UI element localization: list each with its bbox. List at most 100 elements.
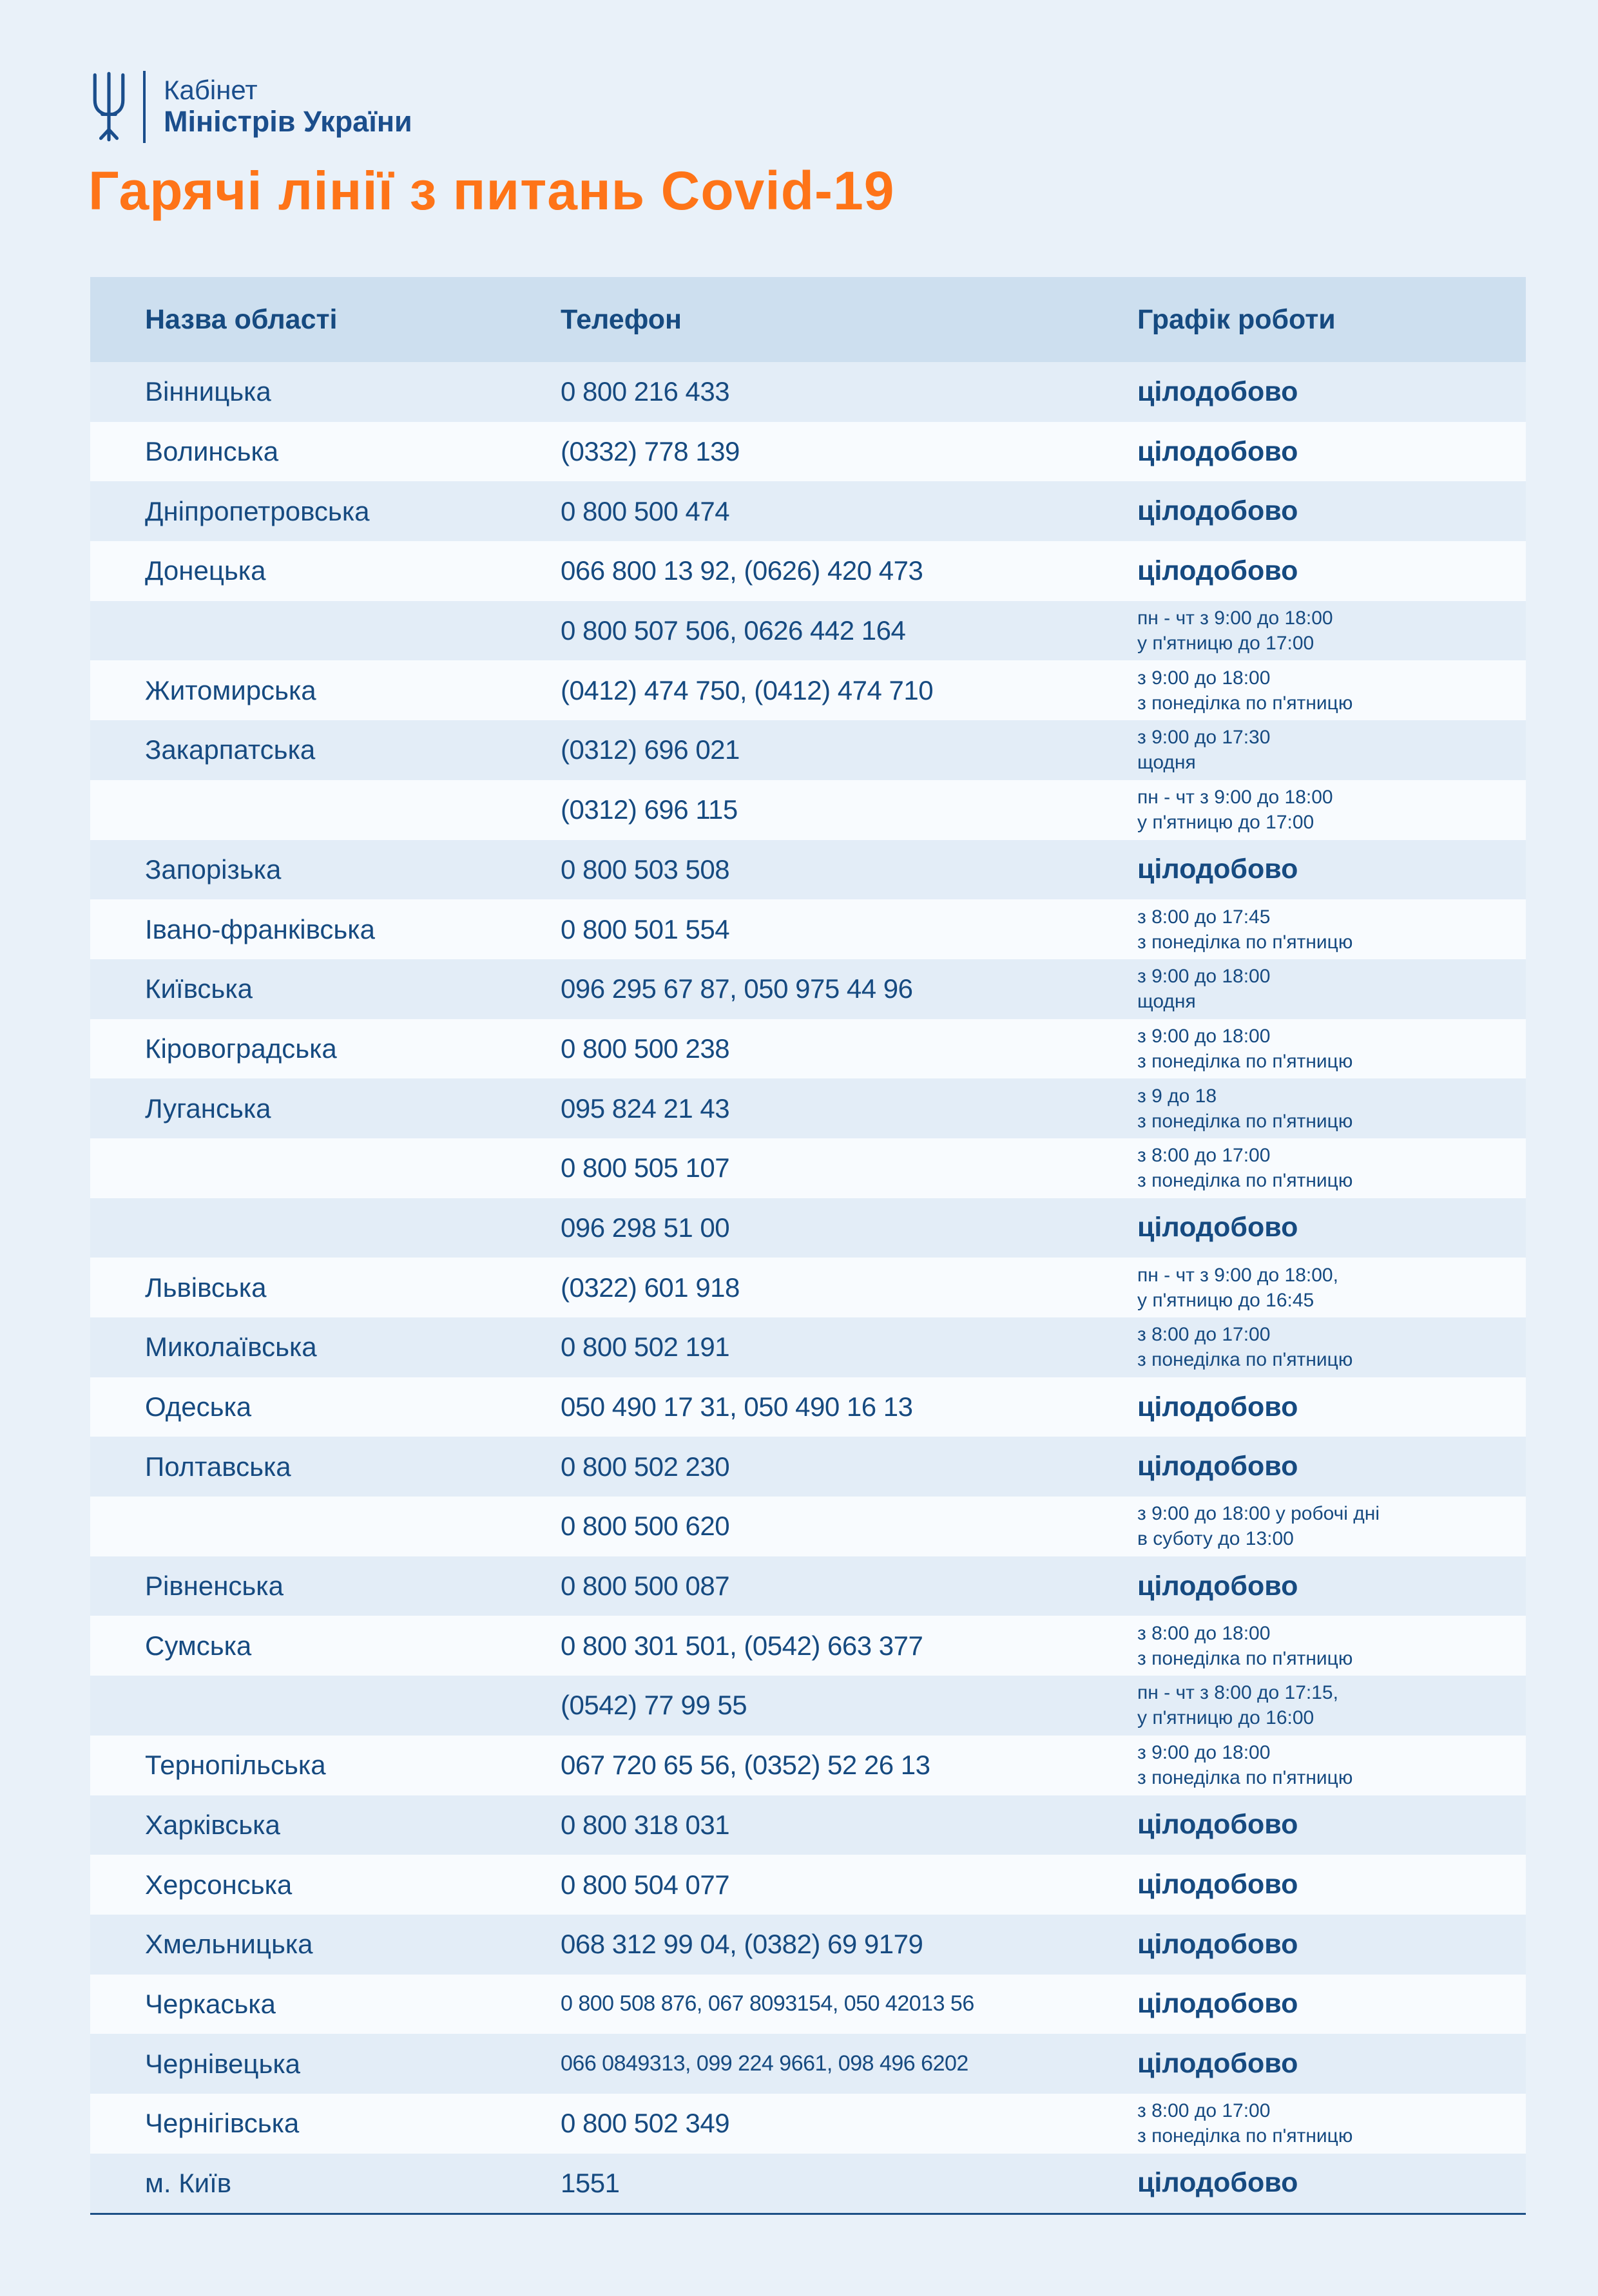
work-schedule-line: у п'ятницю до 16:00 [1137, 1707, 1314, 1729]
table-row: 0 800 507 506, 0626 442 164 пн - чт з 9:0… [90, 600, 1526, 661]
work-schedule: цілодобово [1137, 854, 1526, 885]
work-schedule-line: з понеділка по п'ятницю [1137, 1767, 1353, 1789]
work-schedule: цілодобово [1137, 1451, 1526, 1482]
phone-number: 0 800 508 876, 067 8093154, 050 42013 56 [561, 1991, 974, 2016]
phone-number: 096 295 67 87, 050 975 44 96 [561, 973, 913, 1004]
table-row: Житомирська (0412) 474 750, (0412) 474 71… [90, 660, 1526, 721]
work-schedule-line: з 8:00 до 17:45 [1137, 906, 1271, 928]
work-schedule-line: цілодобово [1137, 854, 1298, 885]
work-schedule-line: цілодобово [1137, 555, 1298, 586]
region-name: Херсонська [145, 1869, 293, 1900]
table-row: Запорізька 0 800 503 508 цілодобово [90, 839, 1526, 900]
work-schedule-line: з 8:00 до 17:00 [1137, 1145, 1271, 1167]
table-row: Чернівецька 066 0849313, 099 224 9661, 09… [90, 2034, 1526, 2094]
work-schedule: пн - чт з 9:00 до 18:00 у п'ятницю до 17:… [1137, 606, 1526, 656]
work-schedule: з 8:00 до 17:45 з понеділка по п'ятницю [1137, 904, 1526, 955]
phone-number: (0542) 77 99 55 [561, 1690, 747, 1721]
table-row: Полтавська 0 800 502 230 цілодобово [90, 1437, 1526, 1497]
table-row: Рівненська 0 800 500 087 цілодобово [90, 1556, 1526, 1616]
work-schedule: цілодобово [1137, 1988, 1526, 2020]
work-schedule-line: цілодобово [1137, 1809, 1298, 1841]
region-name: Черкаська [145, 1988, 276, 2019]
region-name: Одеська [145, 1392, 252, 1422]
work-schedule: цілодобово [1137, 1392, 1526, 1423]
work-schedule-line: у п'ятницю до 17:00 [1137, 633, 1314, 655]
region-name: Житомирська [145, 674, 316, 705]
work-schedule: пн - чт з 8:00 до 17:15, у п'ятницю до 16… [1137, 1680, 1526, 1730]
work-schedule-line: цілодобово [1137, 1212, 1298, 1243]
table-row: Київська 096 295 67 87, 050 975 44 96 з 9:… [90, 959, 1526, 1019]
work-schedule: цілодобово [1137, 1571, 1526, 1602]
table-row: Харківська 0 800 318 031 цілодобово [90, 1795, 1526, 1855]
work-schedule-line: з 8:00 до 18:00 [1137, 1622, 1271, 1644]
work-schedule-line: з понеділка по п'ятницю [1137, 931, 1353, 953]
phone-number: 0 800 216 433 [561, 376, 730, 407]
region-name: Сумська [145, 1630, 252, 1661]
table-row: Сумська 0 800 301 501, (0542) 663 377 з 8:… [90, 1616, 1526, 1676]
region-name: Кіровоградська [145, 1033, 337, 1064]
work-schedule: з 9 до 18 з понеділка по п'ятницю [1137, 1084, 1526, 1134]
work-schedule-line: цілодобово [1137, 2167, 1298, 2199]
phone-number: 0 800 503 508 [561, 854, 730, 885]
logo-text: Кабінет Міністрів України [164, 75, 412, 139]
work-schedule-line: цілодобово [1137, 1869, 1298, 1900]
work-schedule: з 8:00 до 17:00 з понеділка по п'ятницю [1137, 1322, 1526, 1372]
phone-number: 0 800 505 107 [561, 1153, 730, 1183]
work-schedule-line: цілодобово [1137, 376, 1298, 407]
region-name: Хмельницька [145, 1929, 313, 1960]
phone-number: 0 800 502 230 [561, 1451, 730, 1482]
work-schedule-line: з понеділка по п'ятницю [1137, 1349, 1353, 1371]
region-name: Полтавська [145, 1451, 291, 1482]
work-schedule-line: щодня [1137, 991, 1196, 1013]
region-name: Харківська [145, 1809, 280, 1840]
region-name: Чернівецька [145, 2048, 301, 2079]
region-name: Волинська [145, 436, 279, 467]
phone-number: (0312) 696 021 [561, 734, 740, 765]
phone-number: 095 824 21 43 [561, 1093, 730, 1124]
region-name: Луганська [145, 1093, 271, 1124]
phone-number: (0412) 474 750, (0412) 474 710 [561, 674, 934, 705]
table-row: Хмельницька 068 312 99 04, (0382) 69 9179… [90, 1914, 1526, 1975]
work-schedule-line: з понеділка по п'ятницю [1137, 1110, 1353, 1132]
region-name: м. Київ [145, 2167, 232, 2198]
phone-number: 0 800 500 087 [561, 1571, 730, 1602]
work-schedule-line: у п'ятницю до 17:00 [1137, 812, 1314, 834]
table-row: 0 800 505 107 з 8:00 до 17:00 з понеділка … [90, 1138, 1526, 1198]
work-schedule-line: з понеділка по п'ятницю [1137, 1170, 1353, 1192]
phone-number: 066 800 13 92, (0626) 420 473 [561, 555, 923, 586]
work-schedule-line: цілодобово [1137, 1391, 1298, 1422]
table-row: 096 298 51 00 цілодобово [90, 1198, 1526, 1258]
phone-number: 067 720 65 56, (0352) 52 26 13 [561, 1750, 930, 1781]
table-row: Івано-франківська 0 800 501 554 з 8:00 до … [90, 899, 1526, 959]
column-header-schedule: Графік роботи [1137, 303, 1336, 335]
region-name: Миколаївська [145, 1332, 317, 1363]
work-schedule-line: з 9:00 до 18:00 [1137, 667, 1271, 689]
work-schedule-line: цілодобово [1137, 495, 1298, 527]
work-schedule: цілодобово [1137, 495, 1526, 527]
work-schedule-line: з понеділка по п'ятницю [1137, 1050, 1353, 1072]
work-schedule: пн - чт з 9:00 до 18:00 у п'ятницю до 17:… [1137, 785, 1526, 835]
phone-number: 0 800 502 191 [561, 1332, 730, 1363]
page-title: Гарячі лінії з питань Covid-19 [88, 160, 895, 221]
logo-org-line1: Кабінет [164, 75, 258, 106]
phone-number: 0 800 500 238 [561, 1033, 730, 1064]
region-name: Київська [145, 973, 253, 1004]
work-schedule-line: з понеділка по п'ятницю [1137, 2125, 1353, 2147]
hotlines-table: Назва області Телефон Графік роботи Вінн… [90, 277, 1526, 2215]
work-schedule-line: цілодобово [1137, 1451, 1298, 1482]
work-schedule-line: з 8:00 до 17:00 [1137, 1324, 1271, 1346]
work-schedule-line: з понеділка по п'ятницю [1137, 692, 1353, 714]
work-schedule: цілодобово [1137, 555, 1526, 587]
work-schedule-line: з понеділка по п'ятницю [1137, 1647, 1353, 1669]
work-schedule-line: пн - чт з 9:00 до 18:00, [1137, 1264, 1338, 1286]
table-row: (0542) 77 99 55 пн - чт з 8:00 до 17:15, у… [90, 1676, 1526, 1736]
work-schedule: цілодобово [1137, 2167, 1526, 2199]
work-schedule-line: з 9 до 18 [1137, 1085, 1217, 1107]
phone-number: 1551 [561, 2167, 620, 2198]
work-schedule-line: з 8:00 до 17:00 [1137, 2100, 1271, 2122]
phone-number: 068 312 99 04, (0382) 69 9179 [561, 1929, 923, 1960]
work-schedule-line: цілодобово [1137, 1988, 1298, 2020]
work-schedule-line: з 9:00 до 18:00 [1137, 1742, 1271, 1764]
region-name: Вінницька [145, 376, 271, 407]
